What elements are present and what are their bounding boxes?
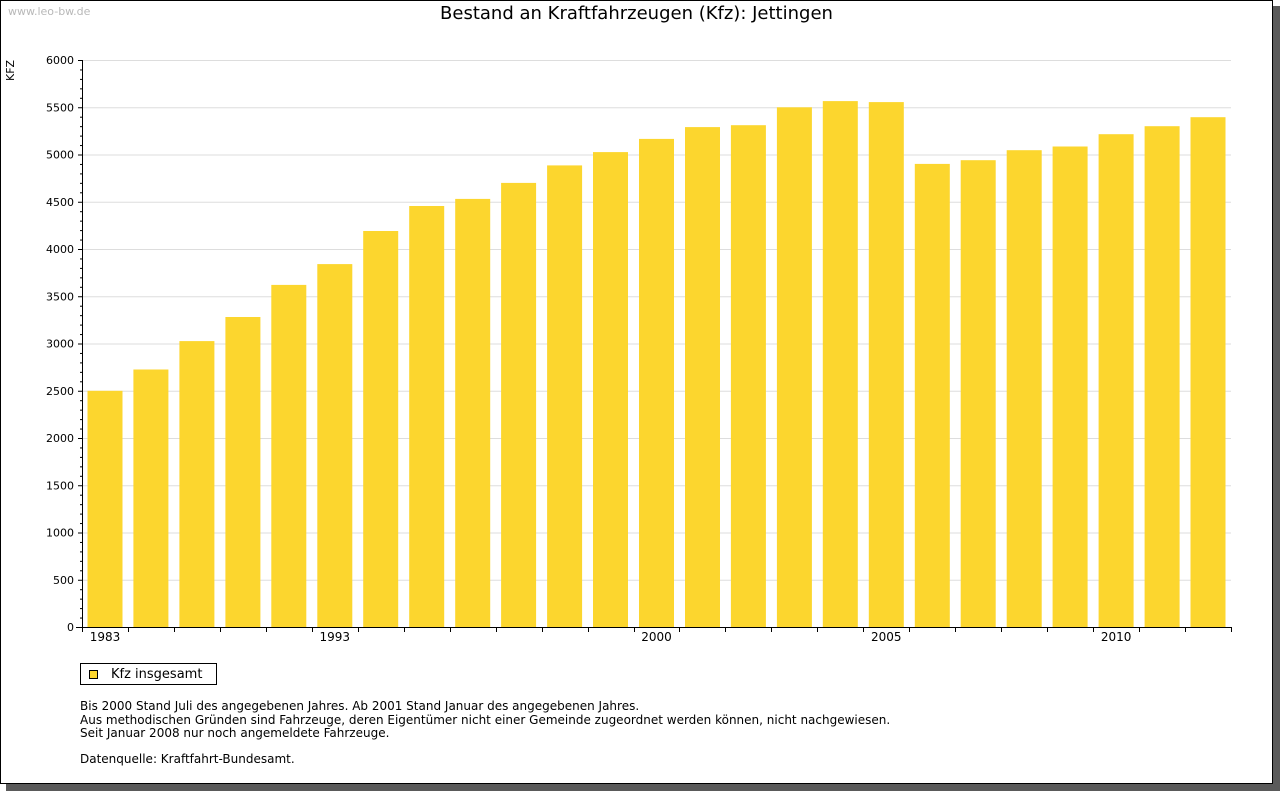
bar [1052,146,1088,627]
footnote-line: Aus methodischen Gründen sind Fahrzeuge,… [80,712,891,727]
bar [547,165,583,627]
y-tick-label: 5500 [46,101,74,114]
y-tick-label: 4000 [46,243,74,256]
footnote-line: Seit Januar 2008 nur noch angemeldete Fa… [80,726,390,740]
bar [87,390,123,628]
frame-shadow-bottom [6,784,1280,791]
legend-label: Kfz insgesamt [111,667,203,682]
y-tick-label: 3500 [46,290,74,303]
y-tick-label: 1000 [46,527,74,540]
x-tick-label: 1983 [90,630,121,644]
y-tick-label: 2000 [46,432,74,445]
bar-chart: 0 500 1000 1500 2000 2500 3000 3500 4000 4500 5000… [46,54,1232,644]
footnote-line: Bis 2000 Stand Juli des angegebenen Jahr… [80,699,640,713]
y-tick-label: 500 [53,574,74,587]
bar [317,264,353,627]
watermark: www.leo-bw.de [8,5,91,18]
legend-swatch [89,670,98,679]
y-tick-label: 2500 [46,385,74,398]
bar [179,341,215,627]
legend: Kfz insgesamt [80,663,217,685]
bar [1098,134,1134,627]
bar [501,182,537,627]
chart-title: Bestand an Kraftfahrzeugen (Kfz): Jettin… [440,3,833,24]
data-source: Datenquelle: Kraftfahrt-Bundesamt. [80,752,295,766]
bar [822,101,858,628]
y-tick-label: 1500 [46,479,74,492]
y-tick-label: 3000 [46,338,74,351]
bar [639,138,674,627]
bar [455,198,491,627]
bar [225,317,261,627]
y-tick-label: 0 [67,621,74,634]
bar [685,127,720,627]
bar [776,107,812,628]
y-tick-label: 6000 [46,54,74,67]
x-tick-label: 2000 [641,630,672,644]
y-tick-label: 4500 [46,196,74,209]
bar [133,369,169,627]
bar [363,231,399,627]
bar [593,152,628,627]
bar [730,125,766,627]
y-tick-label: 5000 [46,149,74,162]
bar [1190,117,1226,627]
bar [914,163,950,627]
footnotes: Bis 2000 Stand Juli des angegebenen Jahr… [80,699,891,741]
bar [960,160,996,627]
bar [868,102,904,628]
bar [271,284,307,627]
frame-shadow-right [1273,6,1280,791]
x-tick-label: 1993 [320,630,351,644]
x-tick-label: 2010 [1101,630,1132,644]
bar [1144,126,1180,627]
bar [1006,150,1042,627]
x-tick-label: 2005 [871,630,902,644]
bar [409,206,445,627]
